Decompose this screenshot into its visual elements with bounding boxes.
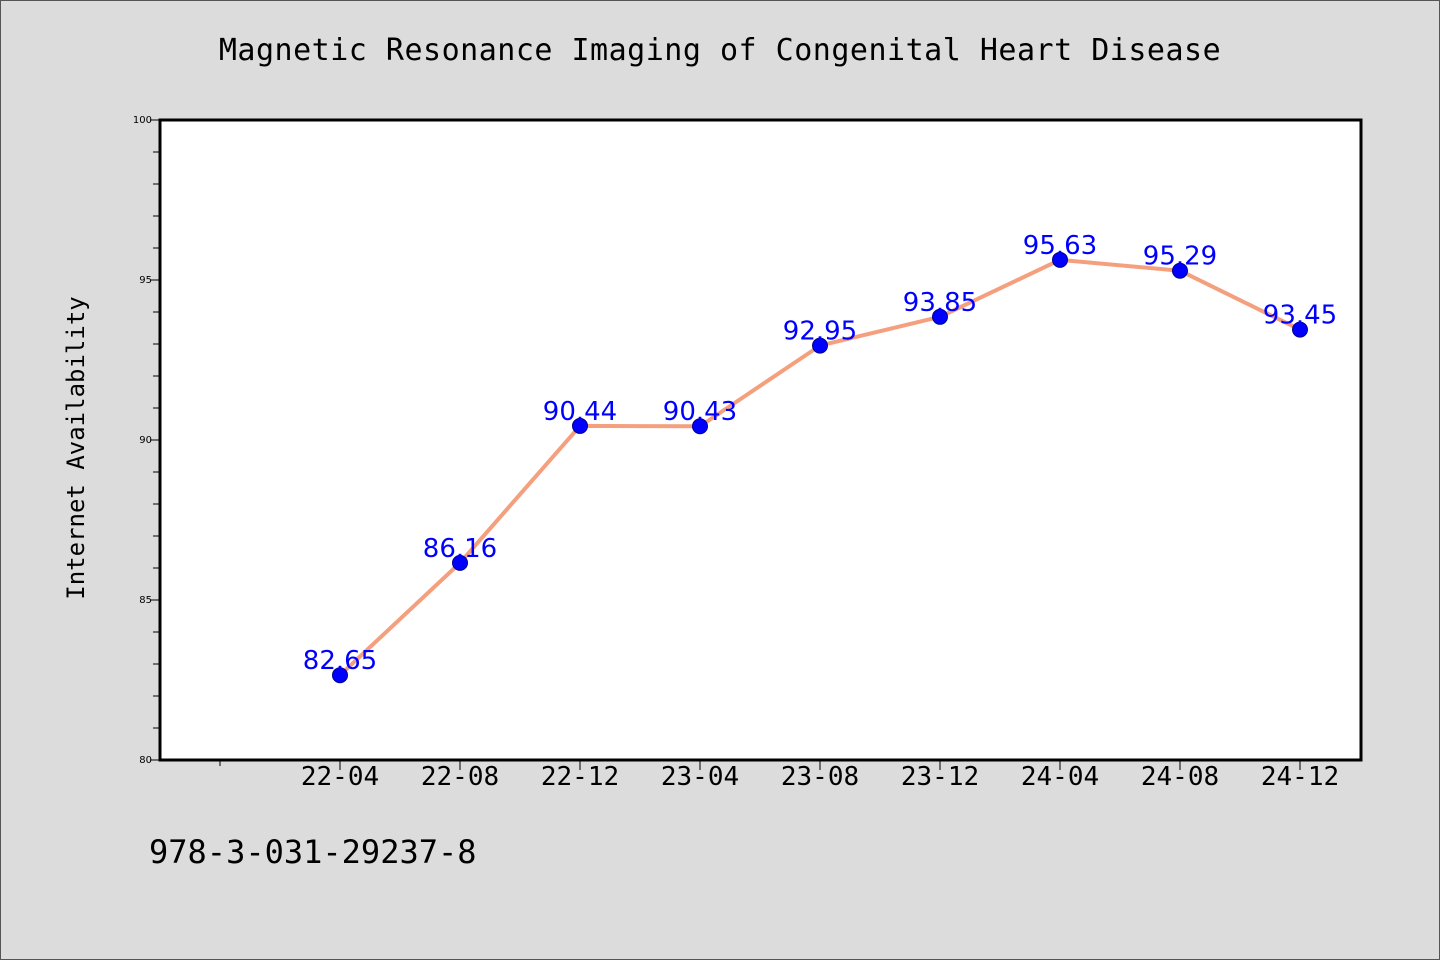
data-label: 92.95: [783, 317, 857, 347]
y-tick-label: 80: [139, 755, 152, 766]
x-tick-label: 24-12: [1261, 762, 1339, 792]
y-tick-label: 95: [139, 275, 152, 286]
x-tick-label: 23-04: [661, 762, 739, 792]
x-tick-label: 22-08: [421, 762, 499, 792]
x-tick-label: 23-12: [901, 762, 979, 792]
data-label: 93.85: [903, 288, 977, 318]
x-tick-label: 23-08: [781, 762, 859, 792]
data-label: 82.65: [303, 646, 377, 676]
x-tick-label: 24-04: [1021, 762, 1099, 792]
y-tick-label: 100: [133, 115, 152, 126]
data-point: [452, 554, 468, 571]
data-point: [812, 337, 828, 354]
data-point: [332, 667, 348, 684]
data-point: [1172, 262, 1188, 279]
data-labels: 82.65 86.16 90.44 90.43 92.95 93.85 95.63 95.29…: [303, 231, 1337, 676]
x-tick-label: 24-08: [1141, 762, 1219, 792]
data-label: 93.45: [1263, 301, 1337, 331]
data-label: 95.63: [1023, 231, 1097, 261]
data-label: 86.16: [423, 534, 497, 564]
data-label: 90.43: [663, 397, 737, 427]
series-points: [332, 251, 1308, 684]
data-point: [572, 417, 588, 434]
plot-area: [158, 118, 1363, 762]
chart-title: Magnetic Resonance Imaging of Congenital…: [218, 33, 1222, 68]
y-tick-label: 85: [139, 595, 152, 606]
data-label: 90.44: [543, 397, 617, 427]
data-point: [1292, 321, 1308, 338]
data-point: [692, 418, 708, 435]
data-label: 95.29: [1143, 242, 1217, 272]
data-point: [932, 308, 948, 325]
y-tick-label: 90: [139, 435, 152, 446]
data-point: [1052, 251, 1068, 268]
y-axis-ticks: 80 85 90 95 100: [133, 115, 160, 766]
x-tick-label: 22-04: [301, 762, 379, 792]
x-axis-ticks: 22-04 22-08 22-12 23-04 23-08 23-12 24-04 24-08…: [219, 760, 1339, 792]
x-tick-label: 22-12: [541, 762, 619, 792]
footer-code: 978-3-031-29237-8: [149, 833, 477, 871]
